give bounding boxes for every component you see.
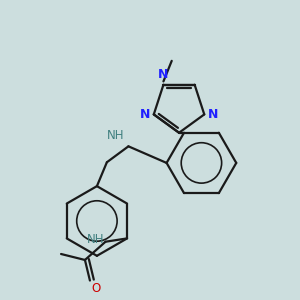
- Text: N: N: [140, 108, 151, 121]
- Text: NH: NH: [107, 129, 124, 142]
- Text: N: N: [208, 108, 218, 121]
- Text: O: O: [92, 282, 101, 295]
- Text: NH: NH: [87, 233, 105, 246]
- Text: N: N: [158, 68, 169, 81]
